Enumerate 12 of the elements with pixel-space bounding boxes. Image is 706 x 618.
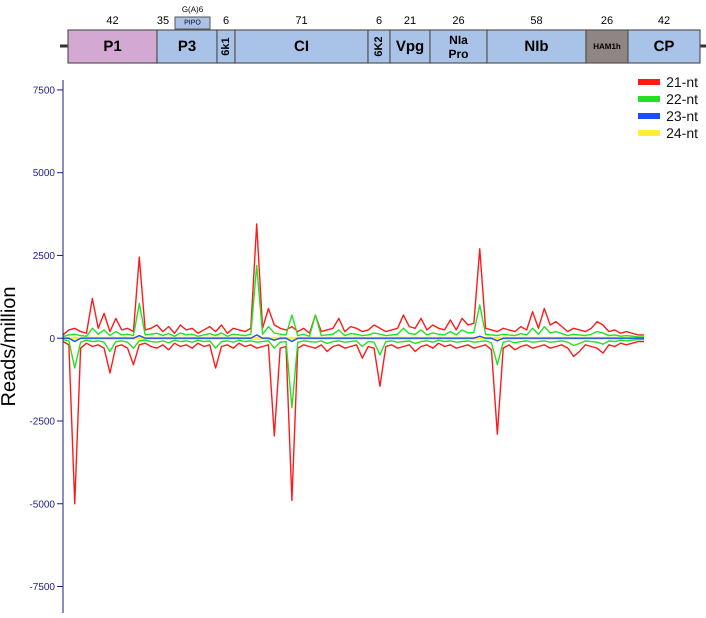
y-tick-label: 7500 [32,85,56,96]
y-tick-label: 0 [49,334,56,345]
y-tick-label: 2500 [32,251,56,262]
y-tick-label: -2500 [29,416,56,428]
y-tick-label: 5000 [32,168,56,180]
y-tick-label: -7500 [29,582,56,594]
legend-label: 21-nt [666,74,698,90]
y-axis-title: Reads/million [0,286,20,407]
legend-label: 22-nt [666,90,698,106]
legend-label: 24-nt [666,124,698,140]
y-tick-label: -5000 [29,499,56,510]
legend-label: 23-nt [666,108,698,124]
